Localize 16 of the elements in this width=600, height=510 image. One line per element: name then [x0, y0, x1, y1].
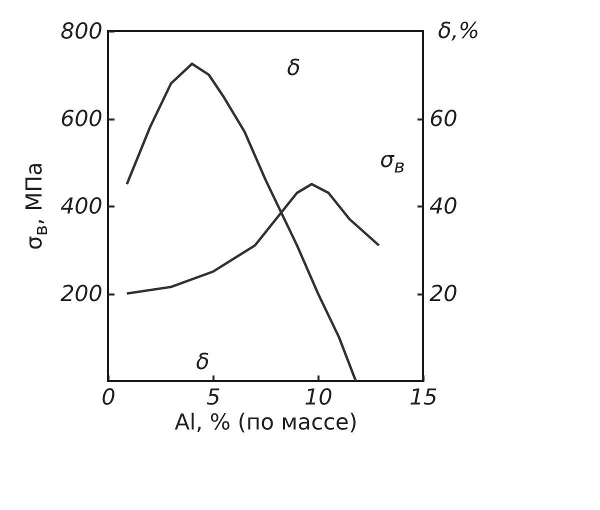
y-tick-label: 400 [60, 194, 102, 220]
y2-tick-label: 60 [430, 107, 458, 132]
note-text: δ [287, 58, 300, 80]
x-axis-title: Al, % (по массе) [174, 410, 358, 436]
y2-axis-title: δ,% [438, 19, 480, 44]
note-text: δ [196, 352, 210, 374]
y2-tick-label: 20 [430, 282, 458, 307]
note-text: σ$_{в}$ [380, 150, 405, 177]
y-tick-label: 800 [60, 20, 102, 44]
x-tick-label: 15 [410, 386, 438, 410]
x-tick-label: 10 [304, 386, 332, 410]
x-tick-label: 0 [102, 386, 116, 410]
y2-tick-label: 40 [430, 194, 458, 220]
x-tick-label: 5 [206, 386, 220, 410]
y-tick-label: 200 [60, 282, 102, 307]
y-tick-label: 600 [60, 107, 102, 132]
